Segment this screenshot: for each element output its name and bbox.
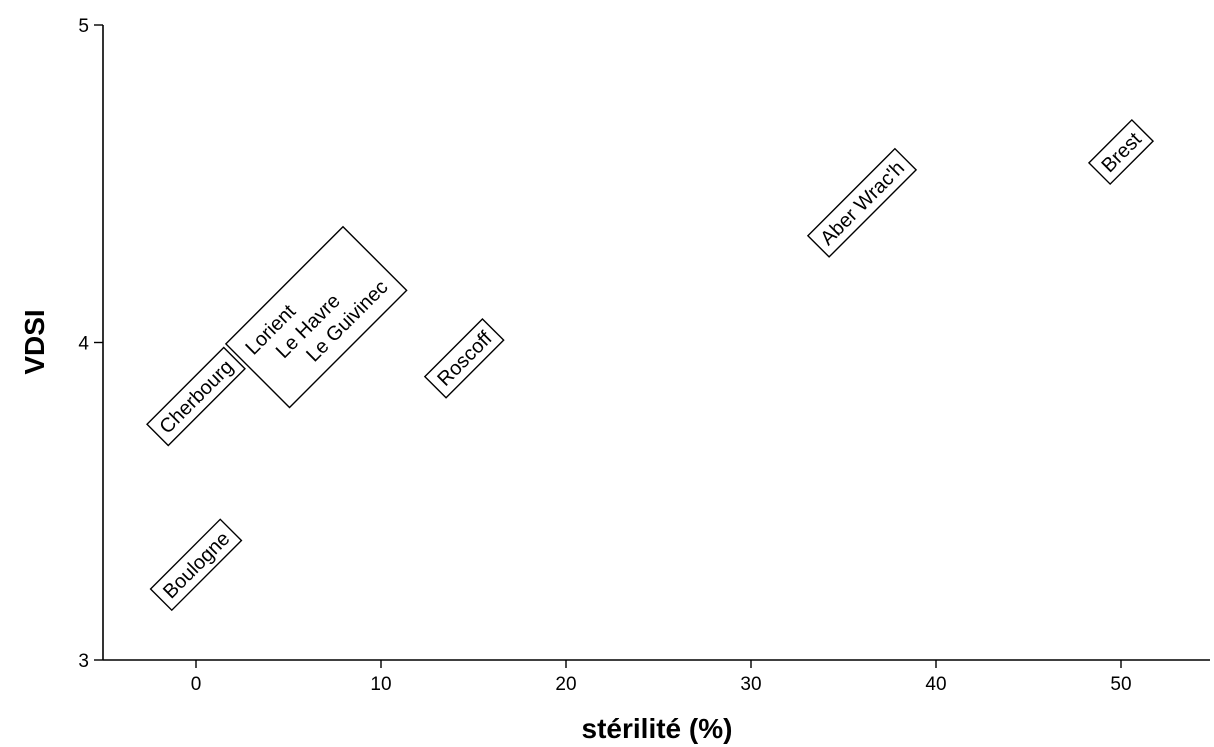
point-box: [149, 518, 243, 612]
data-point: Brest: [1087, 118, 1155, 186]
y-tick-label: 5: [78, 16, 89, 37]
x-tick-label: 0: [191, 674, 202, 695]
point-box: [423, 317, 505, 399]
x-ticks: 0 10 20 30 40 50: [191, 660, 1132, 695]
y-ticks: 3 4 5: [78, 16, 103, 672]
point-label: Cherbourg: [156, 356, 238, 438]
data-point: Boulogne: [149, 518, 243, 612]
point-box: [1087, 118, 1155, 186]
point-label: Aber Wrac'h: [816, 157, 909, 250]
point-group-box: [224, 225, 408, 409]
x-tick-label: 20: [555, 674, 576, 695]
y-tick-label: 3: [78, 651, 89, 672]
data-points: Boulogne Cherbourg Roscoff Aber Wrac'h Brest…: [146, 118, 1155, 612]
x-tick-label: 10: [370, 674, 391, 695]
data-point: Roscoff: [423, 317, 505, 399]
data-point: Cherbourg: [146, 346, 246, 447]
point-box: [146, 346, 246, 447]
point-label: Boulogne: [159, 528, 234, 603]
x-tick-label: 50: [1110, 674, 1131, 695]
x-tick-label: 30: [740, 674, 761, 695]
y-tick-label: 4: [78, 334, 89, 355]
data-point: Aber Wrac'h: [806, 147, 918, 258]
x-tick-label: 40: [925, 674, 946, 695]
y-axis-title: VDSI: [19, 309, 50, 374]
x-axis-title: stérilité (%): [582, 713, 733, 744]
point-box: [806, 147, 918, 258]
